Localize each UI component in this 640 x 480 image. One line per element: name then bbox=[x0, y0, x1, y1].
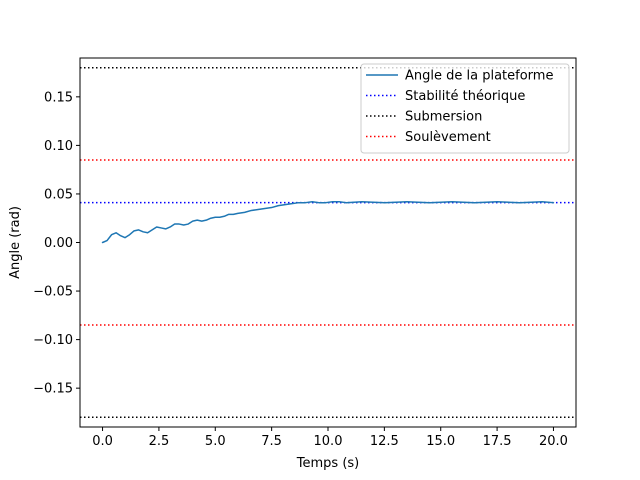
legend: Angle de la plateforme Stabilité théoriqu… bbox=[360, 63, 570, 154]
legend-label-soulevement: Soulèvement bbox=[405, 130, 491, 145]
x-tick-label: 17.5 bbox=[483, 434, 512, 449]
y-tick-label: −0.05 bbox=[33, 285, 73, 300]
y-tick-label: 0.05 bbox=[44, 187, 73, 202]
y-tick-label: −0.15 bbox=[33, 382, 73, 397]
legend-box bbox=[360, 63, 570, 154]
x-tick-label: 7.5 bbox=[261, 434, 282, 449]
y-tick-label: −0.10 bbox=[33, 333, 73, 348]
y-tick-label: 0.15 bbox=[44, 90, 73, 105]
legend-label-stabilite-theorique: Stabilité théorique bbox=[405, 89, 525, 104]
legend-label-angle-de-la-plateforme: Angle de la plateforme bbox=[405, 69, 553, 84]
y-tick-label: 0.00 bbox=[44, 236, 73, 251]
x-tick-label: 0.0 bbox=[92, 434, 113, 449]
x-tick-label: 15.0 bbox=[426, 434, 455, 449]
y-axis: −0.15 −0.10 −0.05 0.00 0.05 0.10 0.15 bbox=[33, 90, 80, 397]
x-tick-label: 20.0 bbox=[539, 434, 568, 449]
x-axis-label: Temps (s) bbox=[296, 456, 359, 471]
x-tick-label: 10.0 bbox=[314, 434, 343, 449]
x-tick-label: 12.5 bbox=[370, 434, 399, 449]
x-axis: 0.0 2.5 5.0 7.5 10.0 12.5 15.0 17.5 20.0 bbox=[92, 427, 568, 449]
y-axis-label: Angle (rad) bbox=[8, 206, 23, 279]
data-series bbox=[101, 200, 555, 244]
y-tick-label: 0.10 bbox=[44, 139, 73, 154]
legend-label-submersion: Submersion bbox=[405, 110, 482, 125]
x-tick-label: 2.5 bbox=[149, 434, 170, 449]
x-tick-label: 5.0 bbox=[205, 434, 226, 449]
angle-de-la-plateforme-line bbox=[101, 200, 555, 244]
